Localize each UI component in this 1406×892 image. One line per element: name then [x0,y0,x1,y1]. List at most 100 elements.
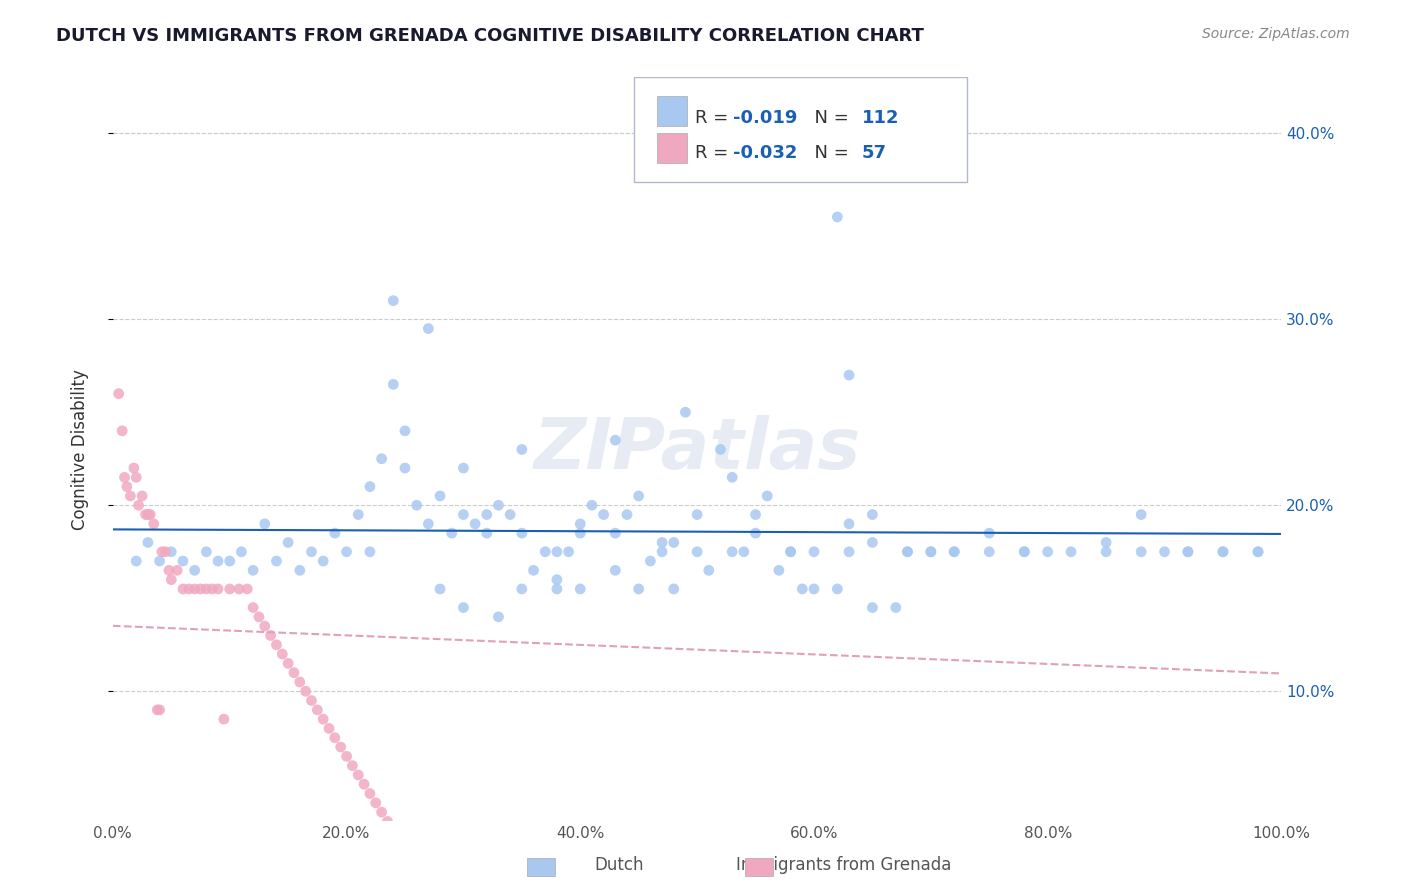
Point [605,563,627,577]
Point [979,545,1001,559]
Point [128,498,150,512]
Point [768,563,790,577]
Point [1247,545,1270,559]
Point [418,321,440,335]
Point [779,545,801,559]
Point [183,563,205,577]
Text: Dutch: Dutch [593,856,644,874]
Point [218,582,240,596]
Point [697,563,720,577]
Point [884,600,907,615]
Point [377,814,399,829]
Point [172,582,194,596]
Point [616,508,638,522]
Point [201,582,224,596]
Point [803,582,825,596]
Point [155,545,177,559]
Point [686,508,709,522]
Point [212,712,235,726]
Point [860,600,883,615]
Point [259,628,281,642]
Point [721,545,744,559]
Point [323,526,346,541]
Point [277,657,299,671]
Point [709,442,731,457]
Point [135,508,157,522]
Point [283,665,305,680]
Point [733,545,755,559]
Point [569,582,592,596]
Point [744,526,766,541]
Point [120,489,142,503]
Point [347,508,370,522]
Point [1130,508,1153,522]
Point [382,293,405,308]
Text: N =: N = [803,110,855,128]
Point [247,610,270,624]
Point [122,461,145,475]
Point [546,545,568,559]
Point [651,545,673,559]
Point [218,554,240,568]
Point [744,508,766,522]
Point [266,638,288,652]
Point [236,582,259,596]
Point [943,545,966,559]
Point [979,526,1001,541]
Point [266,554,288,568]
Point [288,563,311,577]
Point [546,573,568,587]
Point [312,554,335,568]
Point [522,563,544,577]
Point [453,508,475,522]
Point [1177,545,1199,559]
Point [115,480,138,494]
Point [1014,545,1036,559]
Point [803,545,825,559]
Point [190,582,212,596]
Text: 112: 112 [862,110,900,128]
Point [488,610,510,624]
Point [323,731,346,745]
Point [1212,545,1234,559]
Point [1153,545,1175,559]
Point [150,545,173,559]
Point [605,526,627,541]
FancyBboxPatch shape [658,133,686,163]
Point [429,582,451,596]
Point [370,451,392,466]
Point [111,424,134,438]
Point [920,545,942,559]
Point [662,582,685,596]
Point [359,480,381,494]
Point [207,554,229,568]
Point [581,498,603,512]
Point [335,749,357,764]
Point [125,470,148,484]
Point [288,675,311,690]
Point [294,684,316,698]
Text: DUTCH VS IMMIGRANTS FROM GRENADA COGNITIVE DISABILITY CORRELATION CHART: DUTCH VS IMMIGRANTS FROM GRENADA COGNITI… [56,27,924,45]
Point [605,433,627,447]
Point [301,693,323,707]
Point [253,619,276,633]
Y-axis label: Cognitive Disability: Cognitive Disability [72,369,89,530]
Point [114,470,136,484]
Point [146,703,169,717]
Point [860,535,883,549]
Point [301,545,323,559]
Point [149,554,172,568]
Point [160,573,183,587]
Point [475,526,498,541]
Point [177,582,200,596]
Point [312,712,335,726]
Point [136,535,159,549]
Point [827,210,849,224]
FancyBboxPatch shape [658,96,686,126]
Point [721,470,744,484]
Point [662,535,685,549]
Point [860,508,883,522]
Text: N =: N = [803,145,855,162]
Point [347,768,370,782]
Point [429,489,451,503]
